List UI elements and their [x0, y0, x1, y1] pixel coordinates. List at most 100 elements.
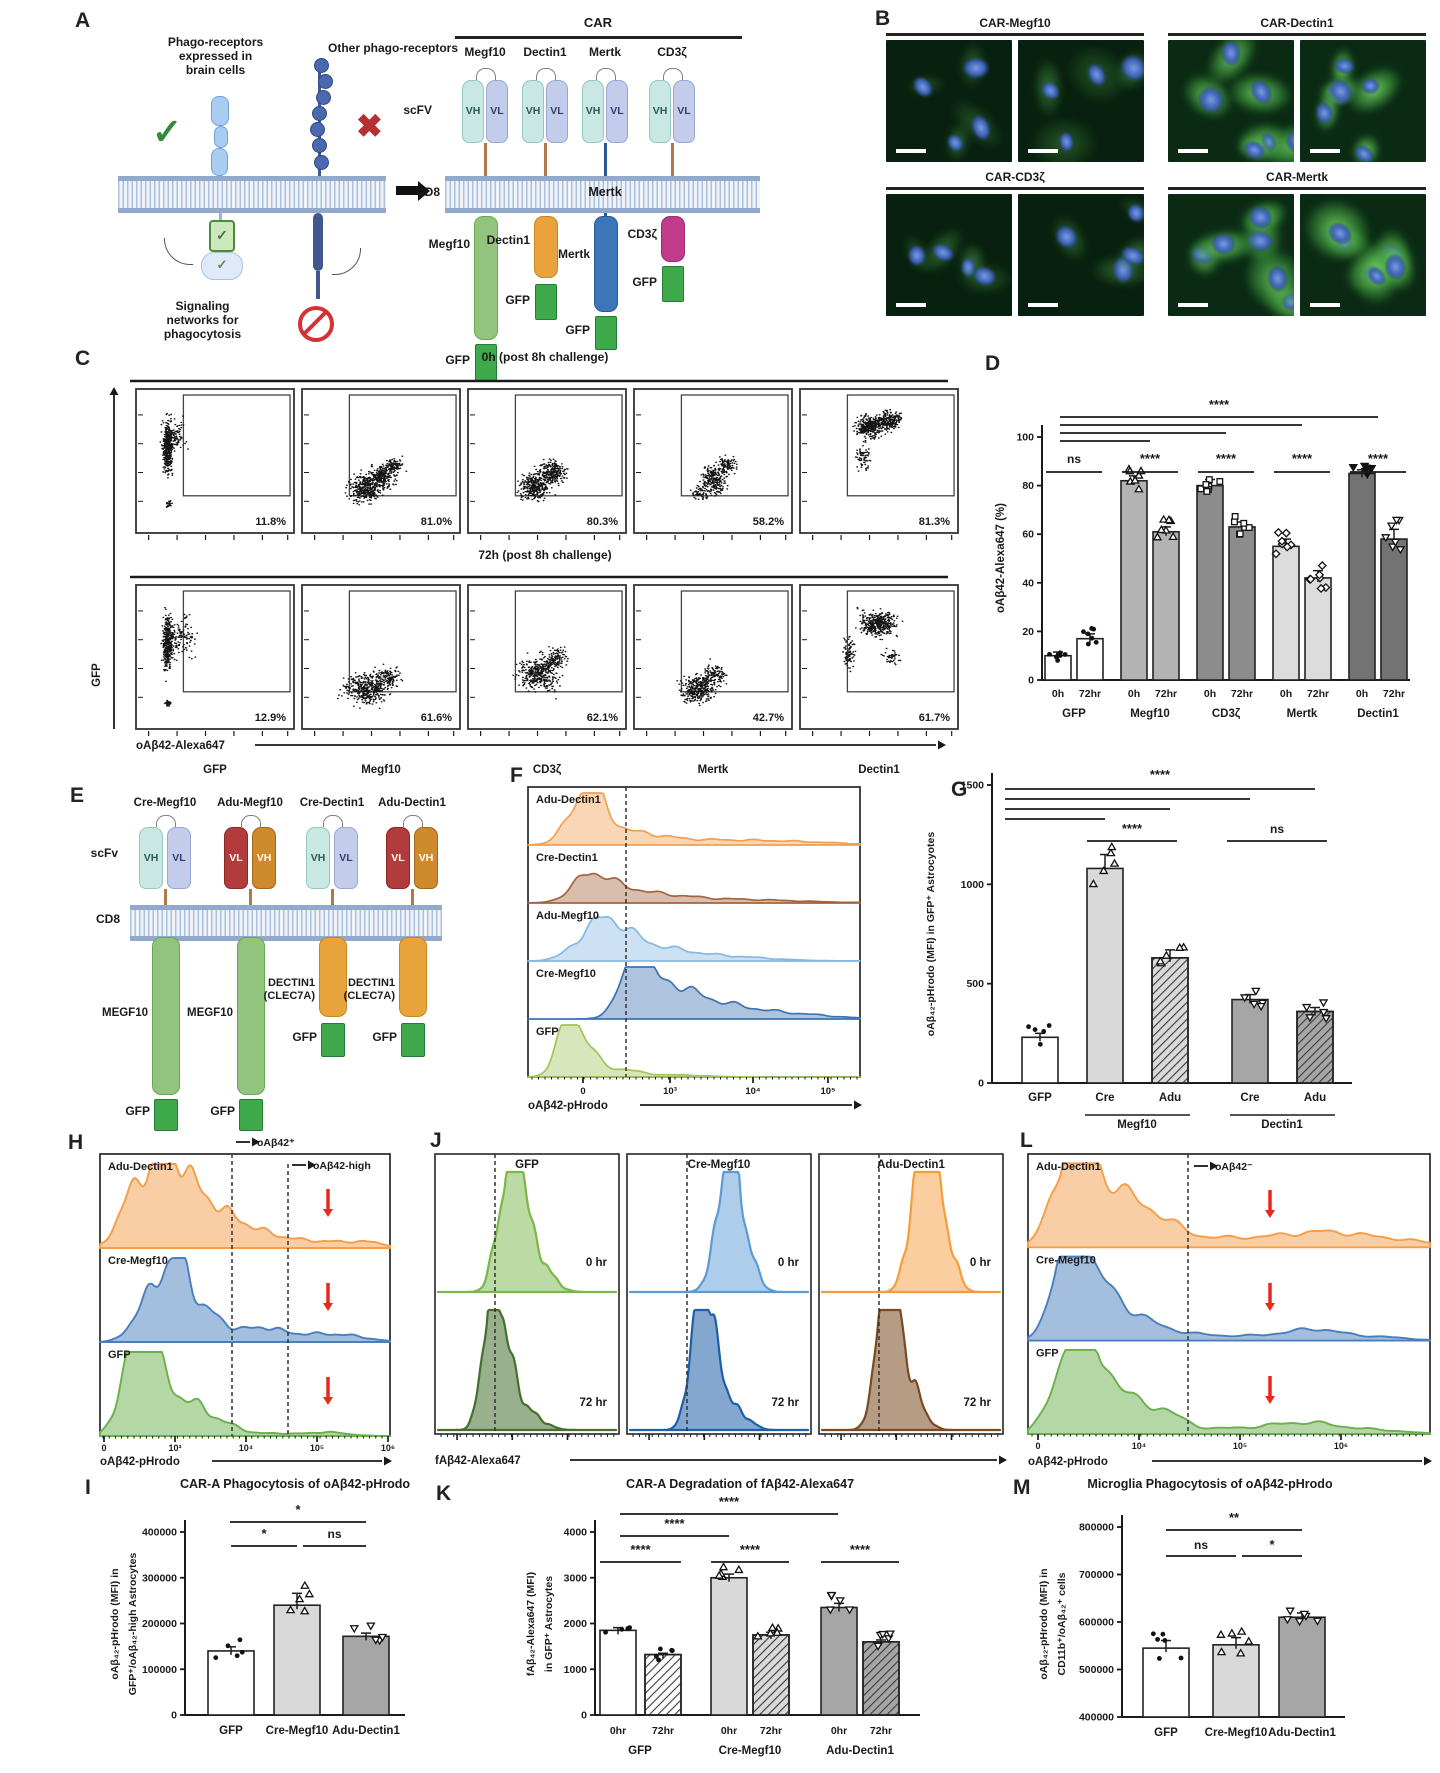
data-point: [1161, 950, 1172, 959]
data-point: [1089, 635, 1095, 641]
vl-domain: VL: [167, 827, 191, 889]
panel-f-letter: F: [510, 764, 523, 787]
series-curve: [99, 1257, 391, 1343]
data-point: [1390, 538, 1401, 547]
panel-i-bar-chart: I 0 100000 200000 300000 400000 * * ns GFP Cre-Me…: [60, 1472, 452, 1772]
data-point: [1155, 1636, 1160, 1642]
ridge-plot-f: Adu-Dectin1 Cre-Dectin1 Adu-Megf10 Cre-Megf…: [527, 786, 862, 1112]
data-point: [1277, 536, 1287, 546]
scfv-label: scFv: [90, 846, 118, 860]
series-curve: [527, 966, 861, 1020]
micro-title: CAR-Megf10: [979, 16, 1051, 30]
scale-bar: [1028, 303, 1058, 307]
x-tick-label: Adu-Dectin1: [826, 1745, 894, 1757]
bar: [1086, 867, 1124, 1084]
scatter-dots: [852, 409, 903, 472]
histogram-title: GFP: [515, 1159, 539, 1171]
x-tick-label: Cre-Megf10: [1205, 1727, 1268, 1739]
vh-domain-adu: VH: [414, 827, 438, 889]
x-tick-label: CD3ζ: [1212, 708, 1241, 720]
title-underline: [886, 33, 1144, 36]
x-tick-label: 72hr: [870, 1725, 892, 1737]
cd8-label: CD8: [95, 912, 120, 926]
bar: [1380, 538, 1408, 681]
column-label: Mertk: [698, 764, 729, 776]
bar-hatch: [862, 1641, 900, 1716]
curved-arrow-icon: [332, 248, 361, 275]
sig-label: ns: [327, 1527, 341, 1541]
column-label: Dectin1: [858, 764, 900, 776]
megf10-domain: [474, 216, 498, 340]
y-tick-label: 80: [1022, 480, 1034, 492]
y-tick-label: 0: [171, 1710, 177, 1722]
panel-b: B CAR-Megf10 CAR-Dectin1 CAR-CD3ζ CAR-Me…: [868, 8, 1440, 338]
y-tick-label: 4000: [564, 1527, 588, 1539]
x-tick-label: Megf10: [1130, 708, 1170, 720]
domain-label: MEGF10: [101, 1007, 148, 1019]
x-icon: ✖: [356, 108, 383, 144]
microscopy-image: [1300, 40, 1426, 162]
series-curve: [820, 1170, 1002, 1294]
x-tick-label: 0: [580, 1086, 585, 1097]
x-axis-label: oAβ42-pHrodo: [528, 1100, 608, 1112]
x-axis-label: fAβ42-Alexa647: [435, 1455, 521, 1467]
x-tick-label: 10⁶: [381, 1443, 395, 1453]
panel-j-histograms: J GFP 0 hr 72 hr Cre-Megf10 0 hr 72 hr Adu-Dec…: [420, 1130, 1015, 1470]
signal-bubble-check-icon: ✓: [201, 252, 243, 280]
linker: [484, 143, 487, 176]
data-point: [627, 1625, 633, 1631]
sig-label: ns: [1194, 1538, 1208, 1552]
x-tick-label: GFP: [219, 1725, 243, 1737]
data-point: [1162, 1638, 1168, 1643]
series-curve: [1027, 1348, 1431, 1435]
bar: [1272, 545, 1300, 681]
scatter-dots: [344, 455, 408, 506]
timepoint-label: 0 hr: [586, 1257, 608, 1269]
scale-bar: [896, 303, 926, 307]
title-underline: [1168, 187, 1426, 190]
arrowhead-icon: [252, 1137, 260, 1147]
data-point: [1174, 942, 1185, 951]
group-label: Dectin1: [1261, 1119, 1303, 1130]
bar: [1231, 998, 1269, 1084]
y-tick-label: 100: [1016, 432, 1034, 444]
histogram-title: Adu-Dectin1: [877, 1159, 945, 1171]
bar: [1120, 479, 1148, 681]
series-curve: [527, 792, 861, 846]
x-tick-label: 72hr: [1231, 688, 1253, 700]
vl-domain-adu: VL: [224, 827, 248, 889]
sig-label: ****: [1150, 767, 1171, 782]
other-receptor-intracellular: [313, 213, 323, 271]
data-point: [237, 1637, 243, 1643]
scatter-dots: [512, 646, 569, 700]
percentage-label: 62.1%: [587, 712, 618, 724]
x-tick-label: 10⁴: [1132, 1441, 1146, 1451]
data-point: [349, 1625, 359, 1634]
x-tick-label: 72hr: [1079, 688, 1101, 700]
microscopy-image: [886, 194, 1012, 316]
other-receptor-title: Other phago-receptors: [327, 41, 459, 55]
series-label: Adu-Dectin1: [108, 1161, 173, 1173]
series-label: Cre-Megf10: [536, 968, 596, 980]
bar: [1196, 484, 1224, 681]
sig-label: *: [295, 1502, 301, 1517]
data-point: [1156, 524, 1167, 534]
other-receptor-bead: [314, 155, 329, 170]
series-curve: [527, 1024, 861, 1078]
red-arrow-icon: [1265, 1303, 1275, 1311]
panel-g-bar-chart: G 0 500 1000 1500 **** **** ns GFP Cre Adu Cre Adu o…: [872, 765, 1440, 1130]
x-tick-label: 10⁵: [310, 1443, 324, 1453]
gate-rect: [182, 590, 291, 693]
data-point: [657, 1646, 663, 1652]
series-label: Adu-Dectin1: [536, 794, 601, 806]
gate-rect: [680, 590, 789, 693]
panel-b-letter: B: [875, 7, 891, 30]
percentage-label: 61.6%: [421, 712, 452, 724]
bar: [273, 1604, 321, 1716]
data-point: [377, 1633, 388, 1643]
linker: [544, 143, 547, 176]
data-point: [1318, 999, 1329, 1008]
y-axis-label: oAβ₄₂-pHrodo (MFI) in: [1038, 1568, 1050, 1679]
data-point: [1245, 524, 1253, 532]
panel-a-letter: A: [75, 9, 91, 32]
